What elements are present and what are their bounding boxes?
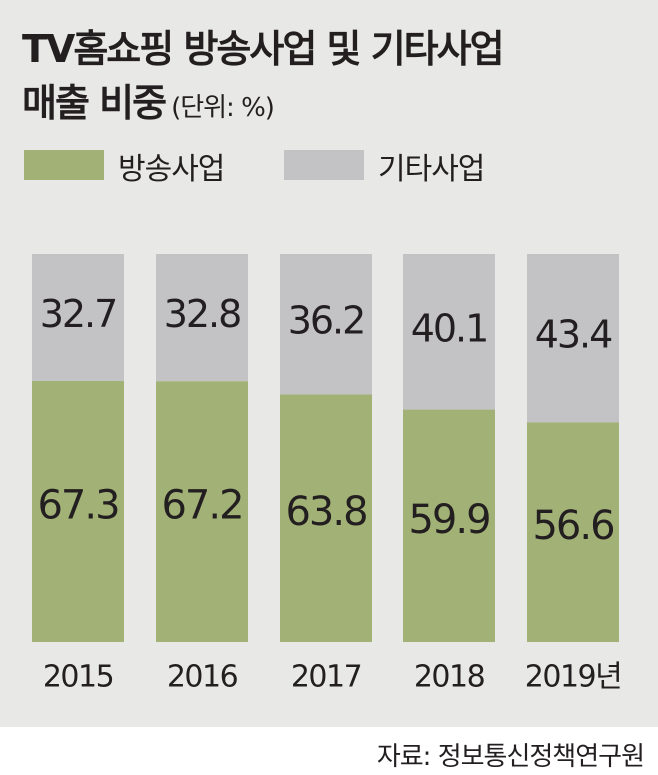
data-label-other-3: 40.1 [411,306,488,350]
chart-title-text: 매출 비중 [22,81,167,125]
chart-title-line2: 매출 비중 (단위: %) [22,72,275,127]
bar-broadcast-3 [403,409,495,642]
stacked-bar-chart: 32.7 67.3 2015 32.8 67.2 2016 36.2 63.8 2017 40.1… [32,254,623,695]
bar-broadcast-2 [280,394,372,642]
legend-swatch-other [284,150,364,180]
data-label-broadcast-0: 67.3 [37,482,118,528]
bar-other-1 [156,254,248,382]
legend-label-broadcast: 방송사업 [118,152,225,187]
x-tick-label-0: 2015 [43,660,113,695]
data-label-broadcast-1: 67.2 [161,483,242,529]
data-label-broadcast-2: 63.8 [285,489,366,535]
chart-title: TV홈쇼핑 방송사업 및 기타사업 [22,27,505,71]
x-tick-label-1: 2016 [167,660,238,695]
bar-other-0 [32,254,124,381]
source-note: 자료: 정보통신정책연구원 [376,742,645,772]
data-label-other-1: 32.8 [164,292,241,336]
legend-label-other: 기타사업 [378,152,485,187]
data-label-other-2: 36.2 [288,299,365,343]
x-tick-label-3: 2018 [414,660,485,695]
data-label-other-4: 43.4 [535,313,612,357]
unit-label: (단위: %) [171,93,275,123]
data-label-broadcast-4: 56.6 [532,503,613,549]
bar-other-3 [403,254,495,410]
legend-swatch-broadcast [24,150,104,180]
bar-other-2 [280,254,372,395]
x-tick-label-2: 2017 [291,660,361,695]
bar-other-4 [527,254,619,423]
data-label-broadcast-3: 59.9 [408,497,489,543]
data-label-other-0: 32.7 [40,292,117,336]
x-tick-label-4: 2019년 [525,660,621,695]
bar-broadcast-1 [156,381,248,642]
bar-broadcast-4 [527,422,619,642]
bar-broadcast-0 [32,380,124,642]
